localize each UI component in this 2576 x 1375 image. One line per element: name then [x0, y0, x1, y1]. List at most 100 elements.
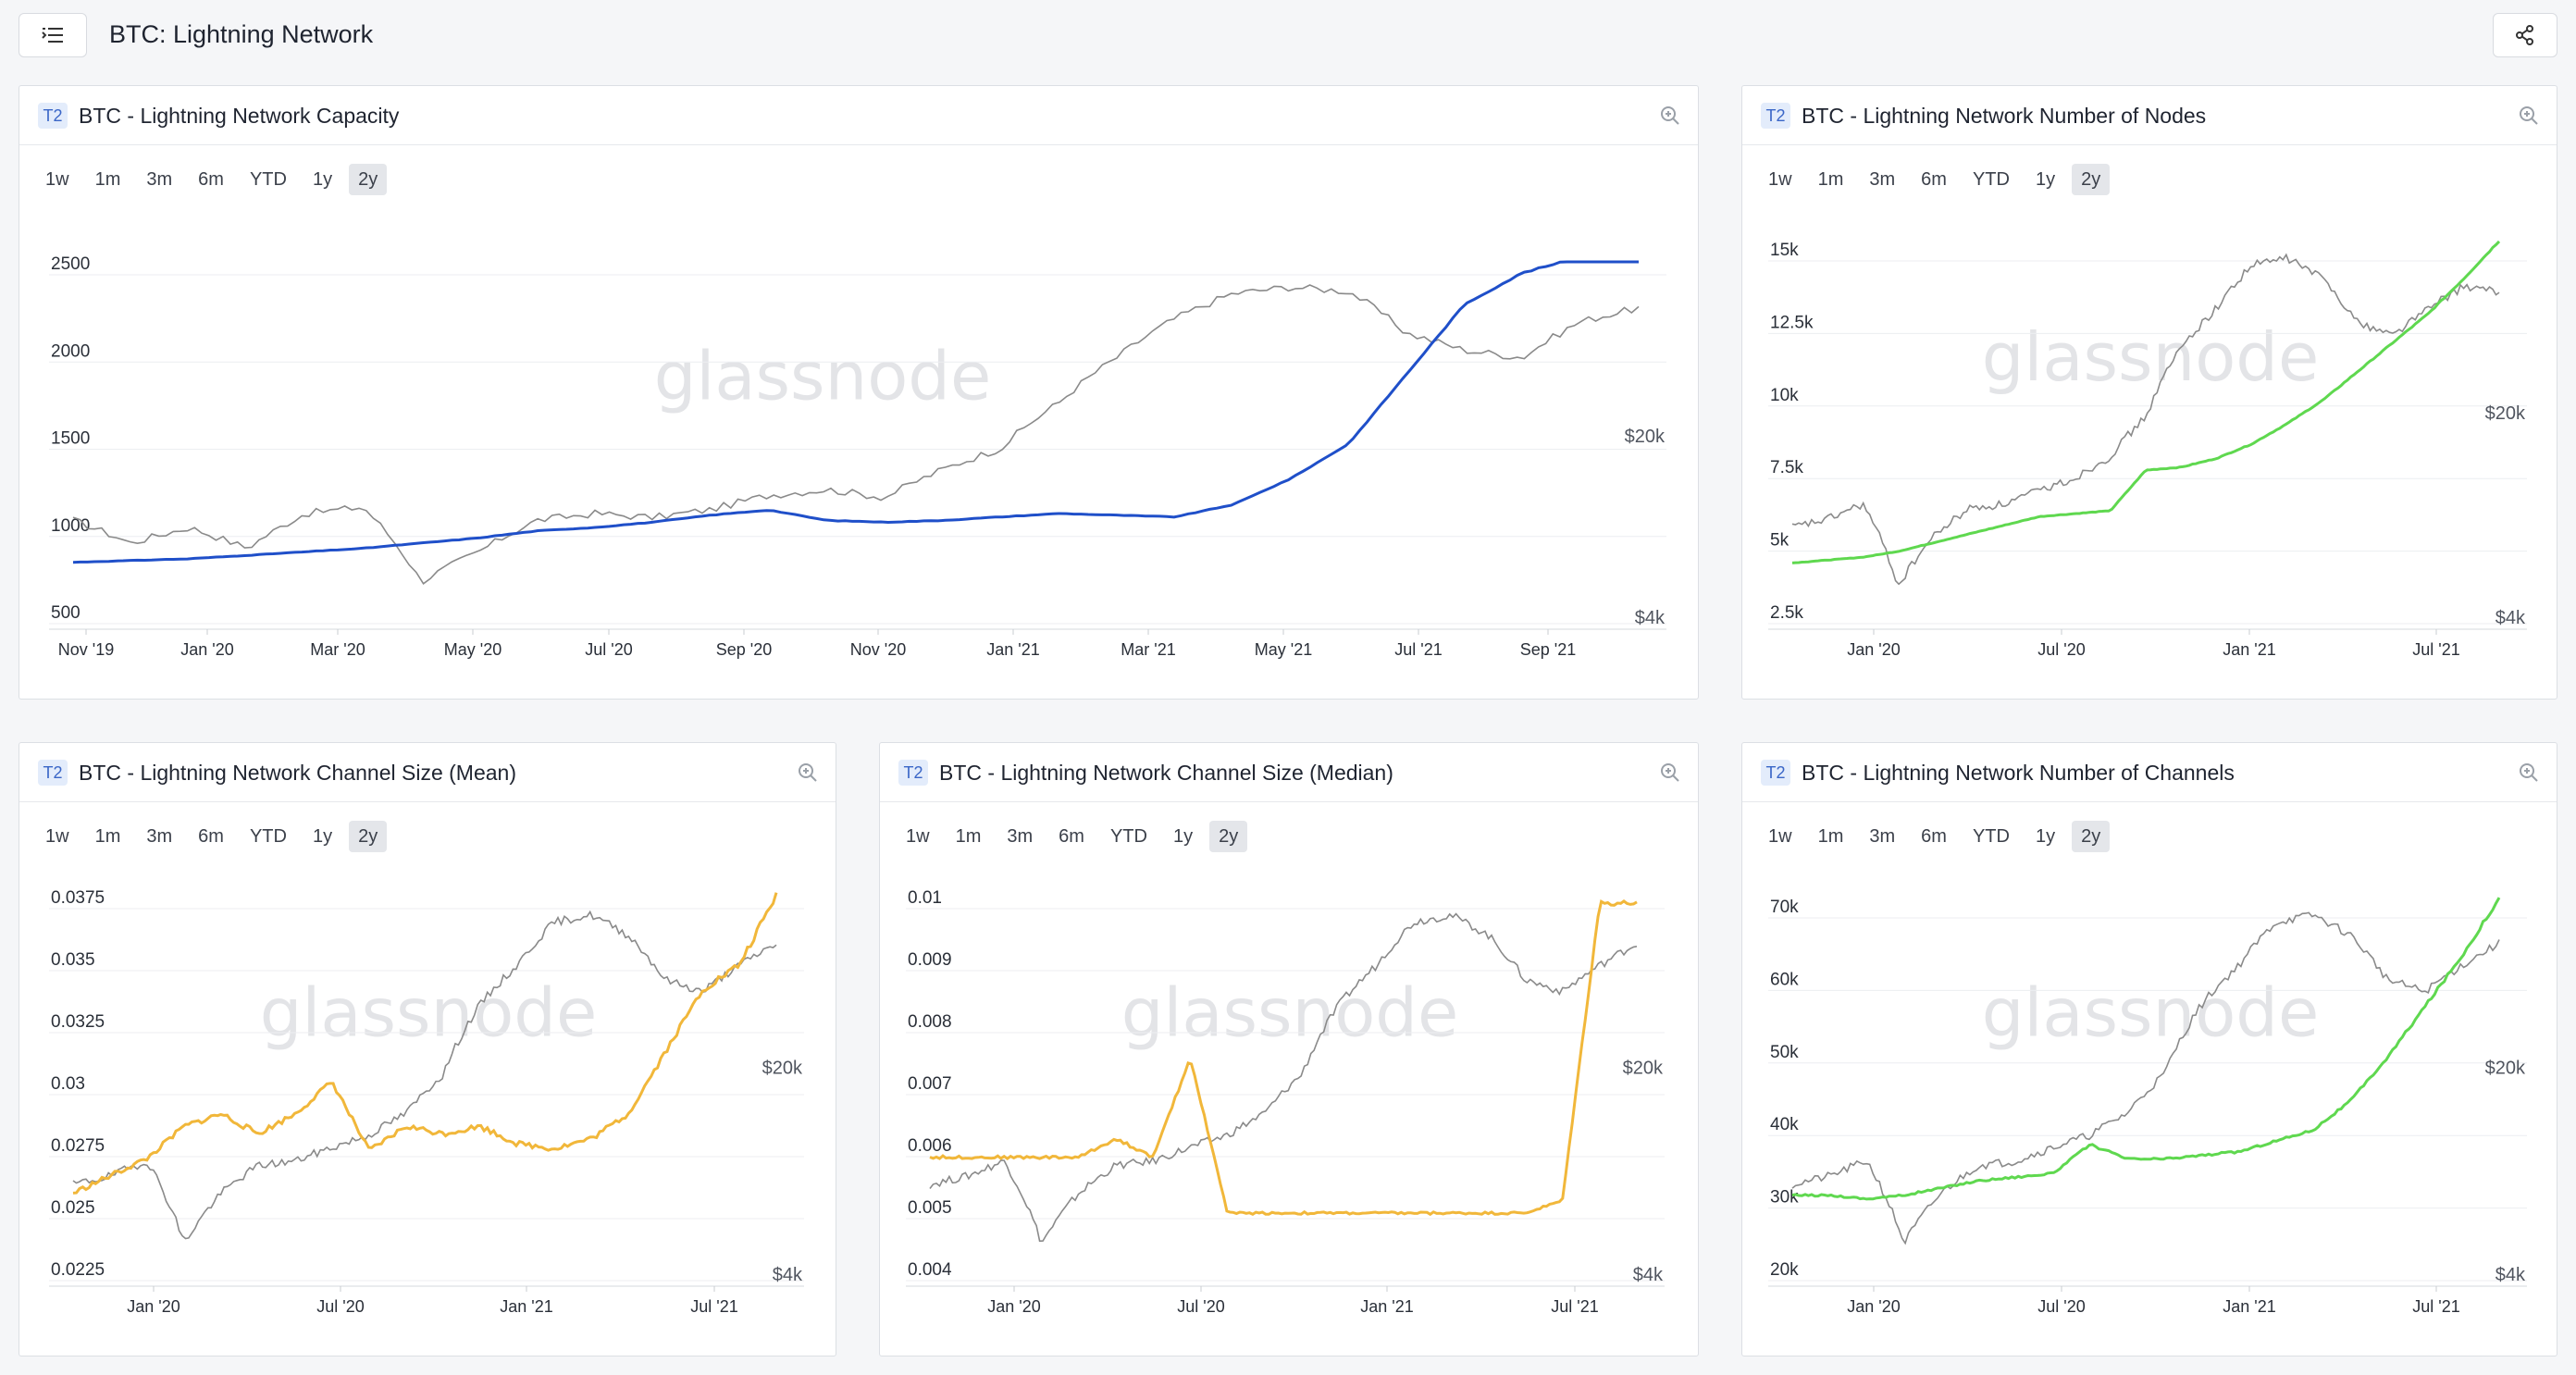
range-button-1y[interactable]: 1y	[2035, 825, 2056, 847]
range-button-2y[interactable]: 2y	[349, 164, 388, 195]
y-tick-label: 0.006	[908, 1136, 952, 1156]
x-tick-label: Jul '21	[2412, 640, 2459, 659]
range-button-1y[interactable]: 1y	[312, 168, 333, 190]
range-button-ytd[interactable]: YTD	[1972, 825, 2010, 847]
tier-badge: T2	[38, 760, 68, 786]
y-tick-label: 0.03	[51, 1074, 85, 1094]
range-button-1m[interactable]: 1m	[1817, 168, 1844, 190]
chart-channel-size-mean: glassnode 0.0375 0.035 0.0325 0.03 0.0275 0.02…	[49, 888, 804, 1316]
price-tick-label: $20k	[762, 1059, 803, 1079]
price-line	[1791, 253, 2500, 586]
page-title: BTC: Lightning Network	[109, 20, 374, 48]
panel-title: BTC - Lightning Network Channel Size (Me…	[79, 761, 516, 785]
y-tick-label: 0.0225	[51, 1260, 105, 1280]
menu-button[interactable]	[19, 13, 87, 57]
range-button-2y[interactable]: 2y	[2072, 164, 2111, 195]
range-button-ytd[interactable]: YTD	[1109, 825, 1147, 847]
zoom-in-icon[interactable]	[2518, 105, 2540, 127]
panel-capacity: T2 BTC - Lightning Network Capacity 1w 1m 3m…	[19, 85, 1699, 700]
watermark: glassnode	[1982, 318, 2320, 396]
zoom-in-icon[interactable]	[1659, 105, 1681, 127]
x-tick-label: May '20	[444, 640, 502, 659]
price-tick-label: $4k	[2496, 608, 2526, 628]
range-button-1w[interactable]: 1w	[45, 825, 69, 847]
range-button-2y[interactable]: 2y	[1209, 821, 1248, 852]
range-button-6m[interactable]: 6m	[1059, 825, 1084, 847]
zoom-in-icon[interactable]	[1659, 762, 1681, 784]
zoom-in-icon[interactable]	[797, 762, 819, 784]
metric-line	[1791, 240, 2501, 564]
x-tick-label: Jan '21	[500, 1297, 552, 1316]
panel-channel-size-median: T2 BTC - Lightning Network Channel Size (…	[879, 742, 1699, 1356]
range-button-2y[interactable]: 2y	[349, 821, 388, 852]
range-button-6m[interactable]: 6m	[1921, 168, 1947, 190]
y-tick-label: 20k	[1770, 1260, 1799, 1280]
x-tick-label: Jul '20	[2037, 640, 2085, 659]
range-button-6m[interactable]: 6m	[198, 825, 224, 847]
range-button-1m[interactable]: 1m	[94, 825, 121, 847]
price-line	[929, 912, 1638, 1243]
x-tick-label: Jan '20	[987, 1297, 1040, 1316]
chart-capacity: glassnode 2500 2000 1500 1000 500 $20k $4k Nov '…	[49, 254, 1666, 659]
range-button-1w[interactable]: 1w	[906, 825, 930, 847]
range-button-3m[interactable]: 3m	[1869, 168, 1896, 190]
x-tick-label: Sep '21	[1520, 640, 1577, 659]
range-button-ytd[interactable]: YTD	[249, 825, 287, 847]
y-tick-label: 2.5k	[1770, 603, 1803, 623]
range-button-6m[interactable]: 6m	[1921, 825, 1947, 847]
x-tick-label: Jan '20	[1847, 640, 1900, 659]
x-tick-label: Jan '20	[180, 640, 233, 659]
range-button-6m[interactable]: 6m	[198, 168, 224, 190]
tier-badge: T2	[898, 760, 928, 786]
x-tick-label: Mar '20	[310, 640, 365, 659]
y-tick-label: 0.007	[908, 1074, 952, 1094]
range-button-3m[interactable]: 3m	[1007, 825, 1034, 847]
x-tick-label: May '21	[1255, 640, 1312, 659]
price-tick-label: $20k	[1625, 427, 1666, 447]
range-button-3m[interactable]: 3m	[146, 825, 173, 847]
x-tick-label: Jul '21	[2412, 1297, 2459, 1316]
x-tick-label: Jan '21	[986, 640, 1039, 659]
zoom-in-icon[interactable]	[2518, 762, 2540, 784]
y-tick-label: 1500	[51, 429, 90, 449]
metric-line	[929, 898, 1638, 1217]
x-tick-label: Jul '21	[690, 1297, 737, 1316]
y-tick-label: 2000	[51, 341, 90, 361]
range-button-1m[interactable]: 1m	[955, 825, 982, 847]
watermark: glassnode	[1982, 973, 2320, 1051]
y-tick-label: 0.004	[908, 1260, 952, 1280]
range-button-3m[interactable]: 3m	[1869, 825, 1896, 847]
range-button-1y[interactable]: 1y	[312, 825, 333, 847]
range-button-ytd[interactable]: YTD	[1972, 168, 2010, 190]
x-tick-label: Jul '20	[1177, 1297, 1224, 1316]
range-button-ytd[interactable]: YTD	[249, 168, 287, 190]
range-button-2y[interactable]: 2y	[2072, 821, 2111, 852]
x-tick-label: Jul '20	[316, 1297, 364, 1316]
y-tick-label: 2500	[51, 254, 90, 274]
y-tick-label: 10k	[1770, 386, 1799, 405]
range-button-1m[interactable]: 1m	[1817, 825, 1844, 847]
tier-badge: T2	[38, 103, 68, 129]
panel-nodes: T2 BTC - Lightning Network Number of Node…	[1741, 85, 2557, 700]
metric-line	[72, 892, 778, 1195]
price-tick-label: $4k	[1633, 1265, 1664, 1285]
price-tick-label: $4k	[773, 1265, 803, 1285]
x-tick-label: Jul '21	[1551, 1297, 1598, 1316]
y-tick-label: 0.0375	[51, 888, 105, 908]
range-button-1w[interactable]: 1w	[1768, 168, 1792, 190]
watermark: glassnode	[260, 973, 598, 1051]
range-button-1w[interactable]: 1w	[45, 168, 69, 190]
range-button-1y[interactable]: 1y	[1172, 825, 1194, 847]
y-tick-label: 50k	[1770, 1043, 1799, 1062]
range-button-1m[interactable]: 1m	[94, 168, 121, 190]
x-tick-label: Jul '20	[2037, 1297, 2085, 1316]
range-button-1w[interactable]: 1w	[1768, 825, 1792, 847]
share-button[interactable]	[2493, 13, 2557, 57]
range-selector: 1w 1m 3m 6m YTD 1y 2y	[1759, 821, 2111, 852]
x-tick-label: Jul '20	[585, 640, 632, 659]
panel-header: T2 BTC - Lightning Network Channel Size (…	[880, 743, 1698, 802]
range-button-3m[interactable]: 3m	[146, 168, 173, 190]
metric-line	[1791, 897, 2501, 1201]
range-button-1y[interactable]: 1y	[2035, 168, 2056, 190]
menu-icon	[42, 28, 63, 43]
